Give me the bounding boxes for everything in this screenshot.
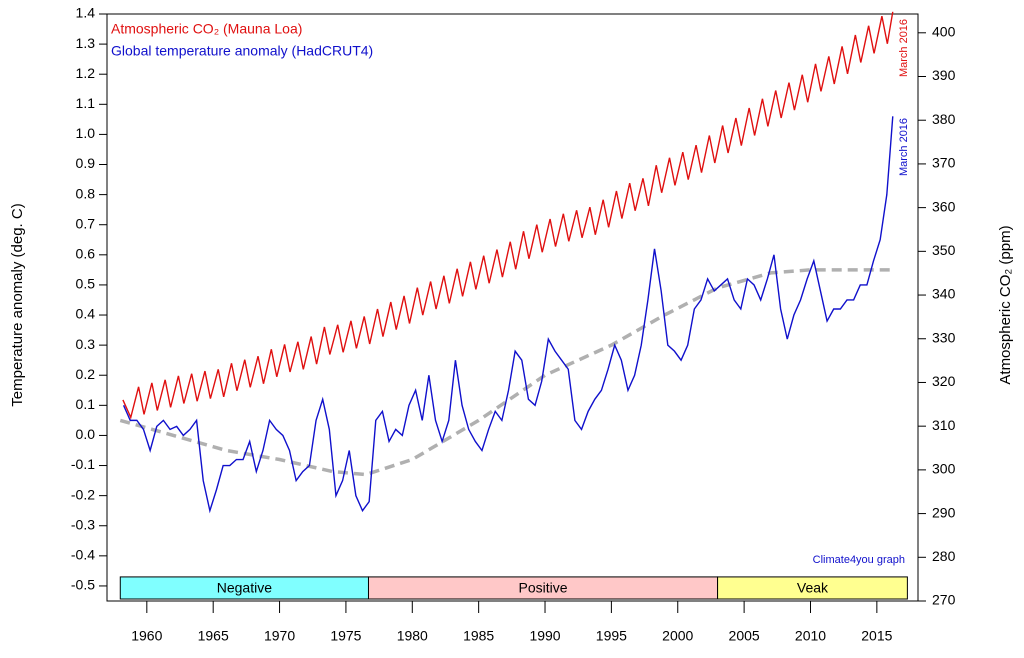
y2-tick-label: 320 [932,373,956,389]
y2-tick-label: 390 [932,67,956,83]
x-tick-label: 2015 [861,628,892,644]
trend-line [119,268,891,477]
y-tick-label: -0.5 [71,577,95,593]
period-label: Veak [797,580,829,596]
y2-tick-label: 300 [932,461,956,477]
x-tick-label: 1995 [596,628,627,644]
period-label: Negative [217,580,272,596]
legend-label: Global temperature anomaly (HadCRUT4) [111,43,373,59]
period-band [717,576,908,600]
y-tick-label: 0.9 [76,155,96,171]
x-tick-label: 2000 [662,628,693,644]
y2-tick-label: 340 [932,286,956,302]
x-tick-label: 1965 [198,628,229,644]
y-tick-label: 0.0 [76,426,96,442]
y-tick-label: -0.4 [71,547,95,563]
y-tick-label: 1.2 [76,65,96,81]
y2-axis-label: Atmospheric CO₂ (ppm) [997,225,1014,384]
y2-tick-label: 310 [932,417,956,433]
x-tick-label: 1985 [463,628,494,644]
y-tick-label: 0.1 [76,396,96,412]
y-tick-label: 0.2 [76,366,96,382]
y2-tick-label: 350 [932,242,956,258]
x-tick-label: 1970 [264,628,295,644]
y2-tick-label: 330 [932,329,956,345]
y-tick-label: 1.3 [76,35,96,51]
y2-tick-label: 280 [932,548,956,564]
y-tick-label: -0.2 [71,486,95,502]
y-tick-label: 0.4 [76,306,96,322]
y-tick-label: -0.1 [71,456,95,472]
y-tick-label: 1.0 [76,125,96,141]
y-axis-label: Temperature anomaly (deg. C) [9,203,26,406]
x-tick-label: 1975 [330,628,361,644]
plot-frame [106,13,919,602]
y2-tick-label: 370 [932,155,956,171]
annotation: March 2016 [898,118,910,176]
y-tick-label: 1.1 [76,95,96,111]
x-tick-label: 2005 [729,628,760,644]
x-tick-label: 1960 [131,628,162,644]
y2-tick-label: 400 [932,23,956,39]
x-tick-label: 1990 [529,628,560,644]
y-tick-label: 1.4 [76,5,96,21]
annotation: March 2016 [898,19,910,77]
y-tick-label: -0.3 [71,516,95,532]
y-tick-label: 0.5 [76,276,96,292]
period-label: Positive [519,580,568,596]
y2-tick-label: 380 [932,111,956,127]
series-line [122,11,894,420]
series-line [122,116,894,514]
x-tick-label: 2010 [795,628,826,644]
legend-label: Atmospheric CO₂ (Mauna Loa) [111,21,302,37]
y2-tick-label: 290 [932,504,956,520]
y-tick-label: 0.3 [76,336,96,352]
annotation: Climate4you graph [813,554,905,566]
y2-tick-label: 270 [932,592,956,608]
y2-tick-label: 360 [932,198,956,214]
y-tick-label: 0.8 [76,185,96,201]
y-tick-label: 0.7 [76,215,96,231]
y-tick-label: 0.6 [76,246,96,262]
x-tick-label: 1980 [397,628,428,644]
